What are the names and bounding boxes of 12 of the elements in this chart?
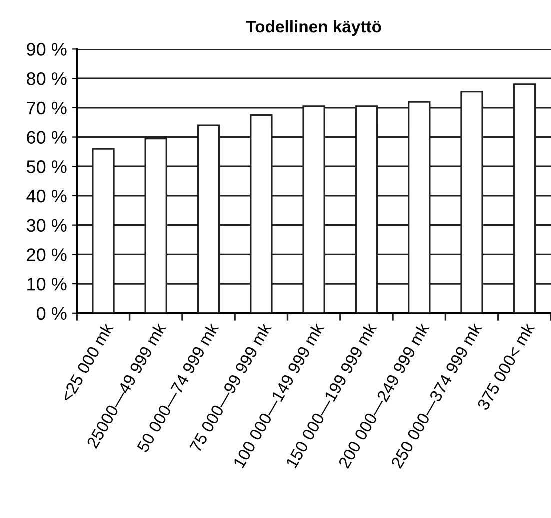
- y-tick-label: 10 %: [28, 278, 67, 291]
- y-tick-label: 40 %: [26, 190, 67, 203]
- y-tick-label: 70 %: [27, 102, 67, 115]
- y-tick-label: 30 %: [26, 219, 67, 232]
- y-tick-label: 20 %: [27, 248, 67, 262]
- y-tick-label: 0 %: [37, 307, 67, 320]
- y-tick-label: 80 %: [27, 72, 67, 86]
- x-tick-label: <25 000 mk: [60, 322, 114, 403]
- y-tick-label: 90 %: [27, 43, 67, 56]
- y-tick-label: 60 %: [27, 131, 67, 144]
- chart-title: Todellinen käyttö: [246, 20, 382, 36]
- y-tick-label: 50 %: [26, 160, 67, 174]
